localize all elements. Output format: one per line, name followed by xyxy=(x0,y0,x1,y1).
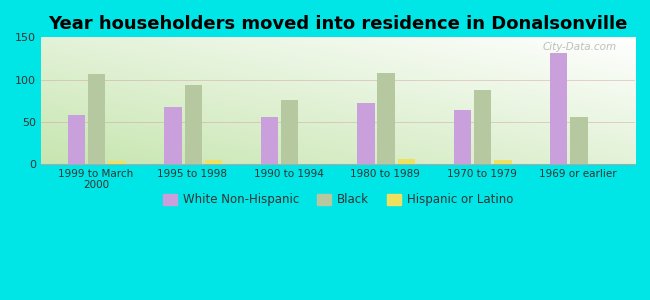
Bar xyxy=(378,73,395,164)
Bar xyxy=(494,160,512,164)
Bar xyxy=(88,74,105,164)
Bar xyxy=(185,85,202,164)
Bar xyxy=(398,159,415,164)
Bar xyxy=(281,100,298,164)
Title: Year householders moved into residence in Donalsonville: Year householders moved into residence i… xyxy=(48,15,628,33)
Bar xyxy=(474,90,491,164)
Bar xyxy=(358,103,374,164)
Legend: White Non-Hispanic, Black, Hispanic or Latino: White Non-Hispanic, Black, Hispanic or L… xyxy=(158,189,518,211)
Bar xyxy=(454,110,471,164)
Bar xyxy=(164,107,182,164)
Text: City-Data.com: City-Data.com xyxy=(543,42,618,52)
Bar xyxy=(571,118,588,164)
Bar xyxy=(109,160,125,164)
Bar xyxy=(550,53,567,164)
Bar xyxy=(261,118,278,164)
Bar xyxy=(68,115,85,164)
Bar xyxy=(205,160,222,164)
